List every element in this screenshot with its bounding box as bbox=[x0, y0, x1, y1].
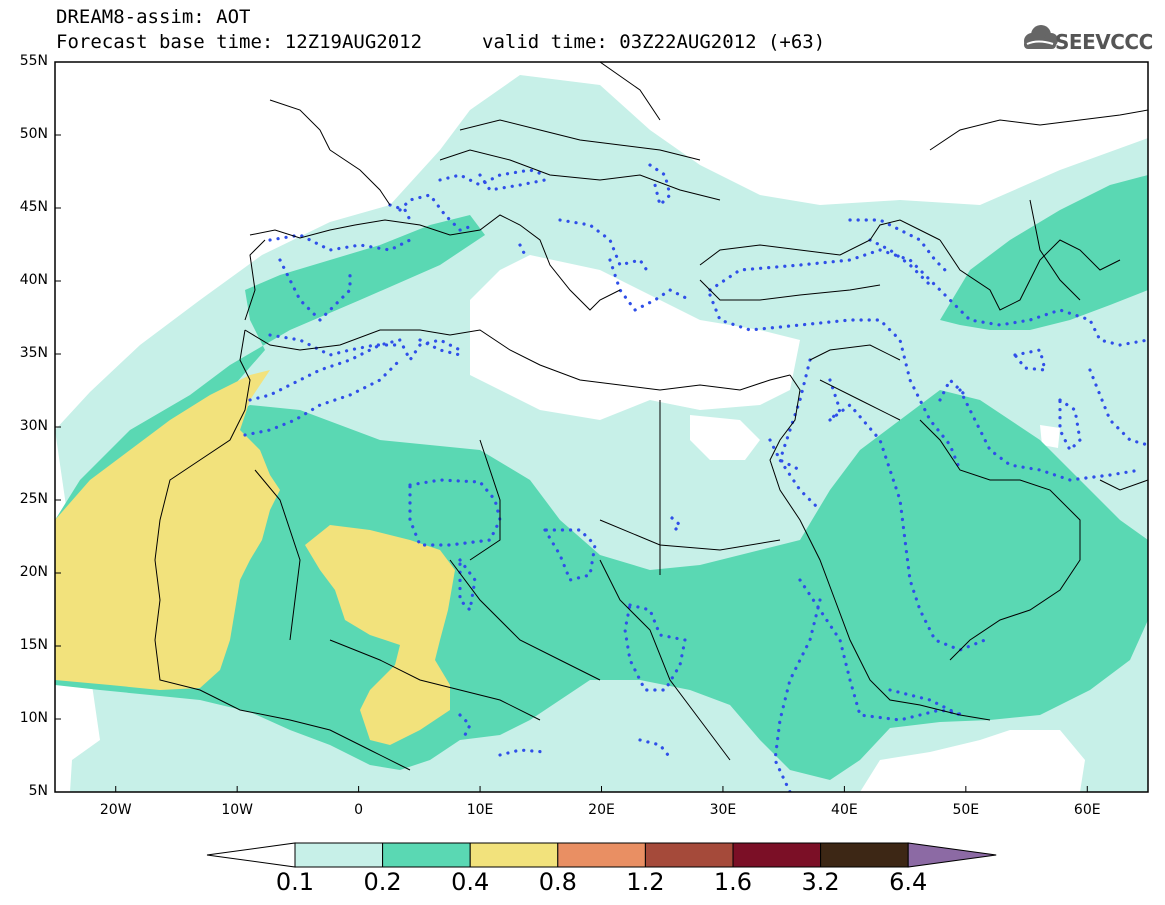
lon-label: 0 bbox=[354, 802, 364, 818]
colorbar-segment bbox=[820, 842, 909, 868]
lon-label: 10W bbox=[221, 802, 253, 818]
colorbar-label: 1.2 bbox=[626, 868, 665, 896]
lat-label: 30N bbox=[19, 418, 48, 434]
forecast-time-line: Forecast base time: 12Z19AUG2012 valid ti… bbox=[56, 31, 825, 53]
colorbar-segment bbox=[469, 842, 559, 868]
colorbar-label: 6.4 bbox=[889, 868, 928, 896]
colorbar-under-triangle bbox=[206, 842, 296, 868]
colorbar-label: 0.1 bbox=[275, 868, 315, 896]
colorbar-label: 0.2 bbox=[363, 868, 402, 896]
lat-label: 50N bbox=[19, 126, 48, 142]
aot-area-0.2-caspian bbox=[940, 175, 1148, 330]
lat-label: 10N bbox=[19, 710, 48, 726]
lat-label: 25N bbox=[19, 491, 48, 507]
colorbar-label: 0.4 bbox=[451, 868, 490, 896]
lat-label: 35N bbox=[19, 345, 48, 361]
map-title: DREAM8-assim: AOT bbox=[56, 6, 251, 28]
colorbar-label: 1.6 bbox=[713, 868, 753, 896]
aot-dotted-contours bbox=[243, 163, 1148, 792]
lon-label: 30E bbox=[709, 802, 737, 818]
aot-area-0.2 bbox=[55, 215, 485, 520]
logo-text: SEEVCCC bbox=[1055, 30, 1153, 54]
axis-ticks bbox=[55, 61, 1088, 793]
aot-clear-area-2 bbox=[690, 415, 760, 460]
colorbar-segment bbox=[557, 842, 646, 868]
lon-label: 40E bbox=[831, 802, 858, 818]
aot-area-0.4-west bbox=[55, 370, 280, 690]
lat-label: 45N bbox=[19, 199, 48, 215]
lon-label: 20W bbox=[99, 802, 132, 818]
aot-area-0.4-sahel bbox=[305, 525, 455, 745]
lat-label: 20N bbox=[19, 564, 48, 580]
cloud-icon bbox=[1024, 25, 1058, 49]
colorbar-segment bbox=[644, 842, 734, 868]
colorbar-over-triangle bbox=[907, 842, 997, 868]
lat-label: 55N bbox=[19, 53, 48, 69]
lon-label: 20E bbox=[588, 802, 615, 818]
lat-label: 40N bbox=[19, 272, 48, 288]
lat-label: 5N bbox=[28, 783, 48, 799]
coastlines bbox=[154, 62, 1148, 771]
base-time: Forecast base time: 12Z19AUG2012 bbox=[56, 31, 423, 53]
colorbar-segment bbox=[732, 842, 822, 868]
lon-label: 50E bbox=[952, 802, 980, 818]
aot-area-0.2-africa bbox=[55, 390, 1148, 780]
colorbar-label: 0.8 bbox=[538, 868, 577, 896]
aot-clear-area-3 bbox=[1040, 425, 1060, 448]
lon-label: 10E bbox=[466, 802, 494, 818]
valid-time: valid time: 03Z22AUG2012 (+63) bbox=[482, 31, 826, 53]
lon-label: 60E bbox=[1073, 802, 1101, 818]
aot-clear-area bbox=[470, 255, 800, 420]
colorbar-label: 3.2 bbox=[801, 868, 840, 896]
lat-label: 15N bbox=[19, 637, 48, 653]
colorbar-segment bbox=[382, 842, 471, 868]
colorbar-segment bbox=[294, 842, 384, 868]
